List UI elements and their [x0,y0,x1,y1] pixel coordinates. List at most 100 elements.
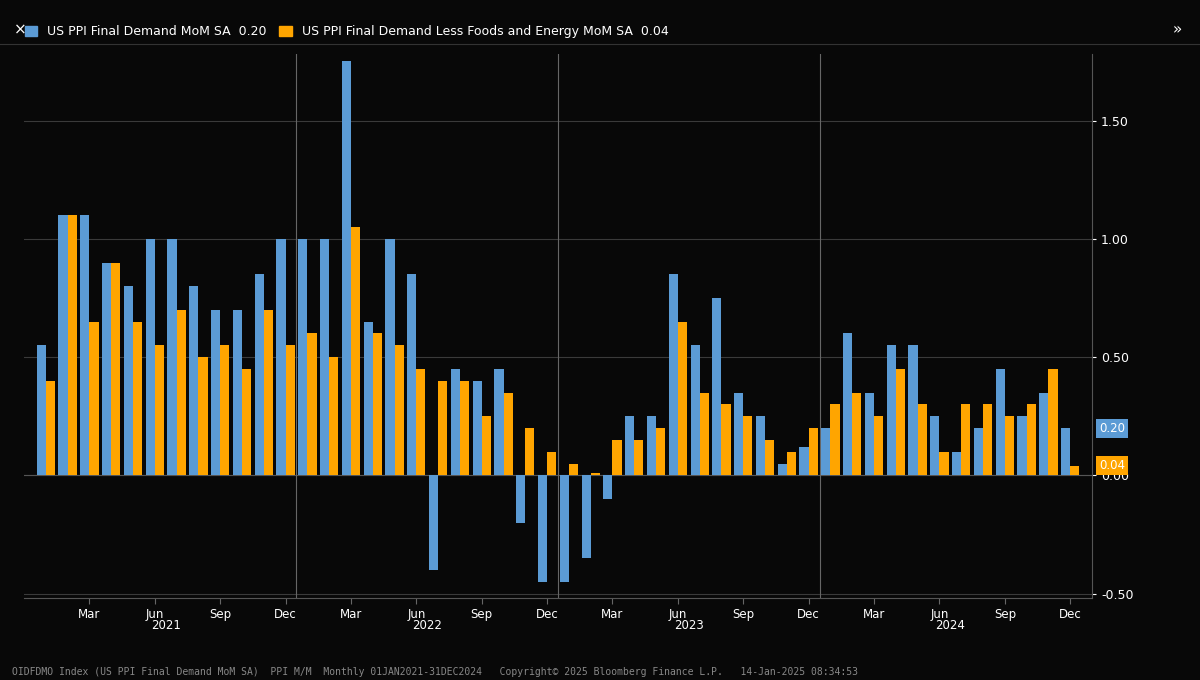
Bar [908,345,918,475]
Bar [46,381,55,475]
Bar [778,464,787,475]
Bar [460,381,469,475]
Bar [350,227,360,475]
Bar [896,369,905,475]
Bar [286,345,295,475]
Bar [133,322,142,475]
Text: 2024: 2024 [935,619,965,632]
Bar [504,392,512,475]
Bar [656,428,665,475]
Text: 2023: 2023 [674,619,703,632]
Bar [559,475,569,582]
Bar [233,310,242,475]
Bar [494,369,504,475]
Bar [373,333,382,475]
Bar [451,369,460,475]
Bar [821,428,830,475]
Bar [612,440,622,475]
Bar [569,464,578,475]
Text: 2021: 2021 [151,619,181,632]
Bar [342,61,350,475]
Bar [67,216,77,475]
Text: »: » [1172,22,1182,37]
Bar [407,274,416,475]
Bar [756,416,766,475]
Bar [604,475,612,499]
Bar [481,416,491,475]
Bar [799,447,809,475]
Bar [473,381,481,475]
Text: 0.04: 0.04 [1099,460,1124,473]
Bar [364,322,373,475]
Bar [700,392,709,475]
Bar [983,405,992,475]
Bar [37,345,46,475]
Bar [1039,392,1049,475]
Bar [1004,416,1014,475]
Text: OIDFDMO Index (US PPI Final Demand MoM SA)  PPI M/M  Monthly 01JAN2021-31DEC2024: OIDFDMO Index (US PPI Final Demand MoM S… [12,666,858,677]
Bar [961,405,971,475]
Bar [590,473,600,475]
Bar [526,428,534,475]
Bar [721,405,731,475]
Bar [830,405,840,475]
Bar [647,416,656,475]
Bar [124,286,133,475]
Bar [329,357,338,475]
Bar [516,475,526,523]
Bar [298,239,307,475]
Bar [918,405,926,475]
Bar [416,369,426,475]
Bar [538,475,547,582]
Bar [625,416,635,475]
Bar [168,239,176,475]
Bar [254,274,264,475]
Bar [734,392,743,475]
Text: ×: × [14,22,28,37]
Bar [743,416,752,475]
Bar [940,452,948,475]
Bar [582,475,590,558]
Bar [874,416,883,475]
Bar [844,333,852,475]
Bar [80,216,89,475]
Bar [59,216,67,475]
Bar [865,392,874,475]
Bar [974,428,983,475]
Bar [1049,369,1057,475]
Bar [89,322,98,475]
Bar [428,475,438,570]
Bar [690,345,700,475]
Text: 2022: 2022 [413,619,442,632]
Bar [1018,416,1027,475]
Bar [713,298,721,475]
Bar [1061,428,1070,475]
Bar [395,345,403,475]
Bar [852,392,862,475]
Legend: US PPI Final Demand MoM SA  0.20, US PPI Final Demand Less Foods and Energy MoM : US PPI Final Demand MoM SA 0.20, US PPI … [25,25,668,38]
Bar [176,310,186,475]
Bar [385,239,395,475]
Bar [145,239,155,475]
Bar [887,345,896,475]
Bar [766,440,774,475]
Bar [155,345,164,475]
Bar [264,310,272,475]
Bar [930,416,940,475]
Bar [809,428,818,475]
Bar [220,345,229,475]
Bar [211,310,220,475]
Bar [952,452,961,475]
Bar [190,286,198,475]
Bar [1070,466,1079,475]
Bar [668,274,678,475]
Bar [996,369,1004,475]
Bar [198,357,208,475]
Bar [276,239,286,475]
Bar [438,381,448,475]
Bar [320,239,329,475]
Bar [242,369,251,475]
Bar [112,262,120,475]
Bar [307,333,317,475]
Bar [547,452,557,475]
